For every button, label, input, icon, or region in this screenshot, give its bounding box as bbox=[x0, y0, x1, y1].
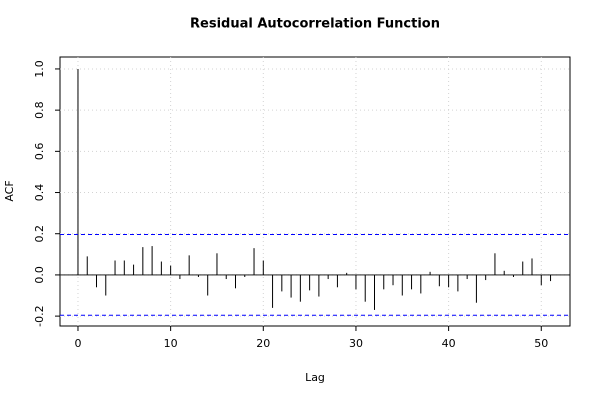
y-tick-label: 0.2 bbox=[33, 225, 46, 243]
y-tick-label: 0.8 bbox=[33, 101, 46, 119]
x-tick-label: 30 bbox=[349, 337, 363, 350]
x-axis-label: Lag bbox=[305, 371, 325, 384]
y-tick-label: 0.6 bbox=[33, 143, 46, 161]
y-axis-label: ACF bbox=[3, 180, 16, 201]
x-tick-label: 0 bbox=[74, 337, 81, 350]
plot-frame bbox=[59, 56, 571, 327]
y-tick-label: -0.2 bbox=[33, 305, 46, 326]
x-tick-label: 40 bbox=[442, 337, 456, 350]
y-tick-label: 1.0 bbox=[33, 60, 46, 78]
x-tick-label: 50 bbox=[534, 337, 548, 350]
y-tick-label: 0.4 bbox=[33, 184, 46, 202]
x-tick-label: 10 bbox=[164, 337, 178, 350]
chart-title: Residual Autocorrelation Function bbox=[190, 17, 440, 32]
x-tick-label: 20 bbox=[256, 337, 270, 350]
y-tick-label: 0.0 bbox=[33, 266, 46, 284]
